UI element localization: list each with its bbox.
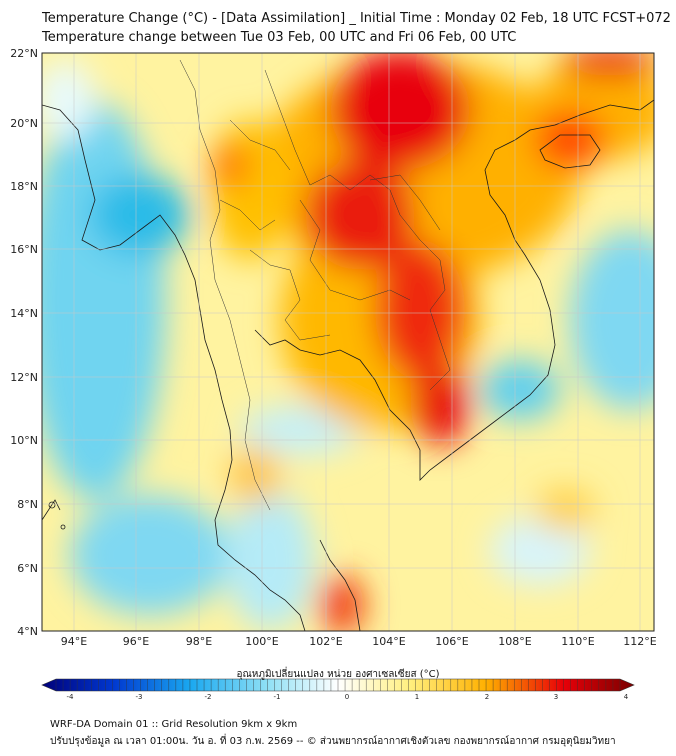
lat-label: 6°N <box>17 562 38 575</box>
latitude-labels: 22°N 20°N 18°N 16°N 14°N 12°N 10°N 8°N 6… <box>10 47 38 638</box>
lon-label: 96°E <box>123 635 149 648</box>
colorbar-tick-label: -2 <box>205 693 212 701</box>
lat-label: 18°N <box>10 180 38 193</box>
lat-label: 14°N <box>10 307 38 320</box>
colorbar-tick-label: -1 <box>274 693 281 701</box>
colorbar-ticks <box>55 679 621 691</box>
colorbar-tick-label: -3 <box>136 693 143 701</box>
lon-label: 106°E <box>435 635 468 648</box>
lon-label: 94°E <box>61 635 87 648</box>
colorbar-tick-label: 2 <box>485 693 489 701</box>
colorbar-tick-label: 4 <box>624 693 629 701</box>
map-frame <box>41 52 655 632</box>
lon-label: 104°E <box>372 635 405 648</box>
lon-label: 98°E <box>186 635 212 648</box>
lon-label: 102°E <box>309 635 342 648</box>
colorbar-tick-label: -4 <box>67 693 75 701</box>
colorbar-tick-label: 0 <box>345 693 349 701</box>
lon-label: 108°E <box>498 635 531 648</box>
lon-label: 100°E <box>245 635 278 648</box>
colorbar-tick-label: 1 <box>415 693 419 701</box>
lat-label: 22°N <box>10 47 38 60</box>
footer-update-info: ปรับปรุงข้อมูล ณ เวลา 01:00น. วัน อ. ที่… <box>50 736 616 747</box>
map-title: Temperature Change (°C) - [Data Assimila… <box>42 11 671 26</box>
lat-label: 8°N <box>17 498 38 511</box>
map-subtitle: Temperature change between Tue 03 Feb, 0… <box>42 30 517 45</box>
lat-label: 4°N <box>17 625 38 638</box>
temperature-field <box>42 53 654 631</box>
longitude-labels: 94°E 96°E 98°E 100°E 102°E 104°E 106°E 1… <box>61 635 657 648</box>
colorbar-tick-label: 3 <box>554 693 558 701</box>
lat-label: 16°N <box>10 243 38 256</box>
lon-label: 110°E <box>561 635 594 648</box>
lat-label: 10°N <box>10 434 38 447</box>
lat-label: 12°N <box>10 371 38 384</box>
colorbar: -4 -3 -2 -1 0 1 2 3 4 <box>41 678 635 701</box>
lat-label: 20°N <box>10 117 38 130</box>
colorbar-label: อุณหภูมิเปลี่ยนแปลง หน่วย องศาเซลเซียส (… <box>236 669 440 680</box>
lon-label: 112°E <box>623 635 656 648</box>
footer-model-info: WRF-DA Domain 01 :: Grid Resolution 9km … <box>50 719 298 730</box>
coastline-lines <box>42 99 654 631</box>
